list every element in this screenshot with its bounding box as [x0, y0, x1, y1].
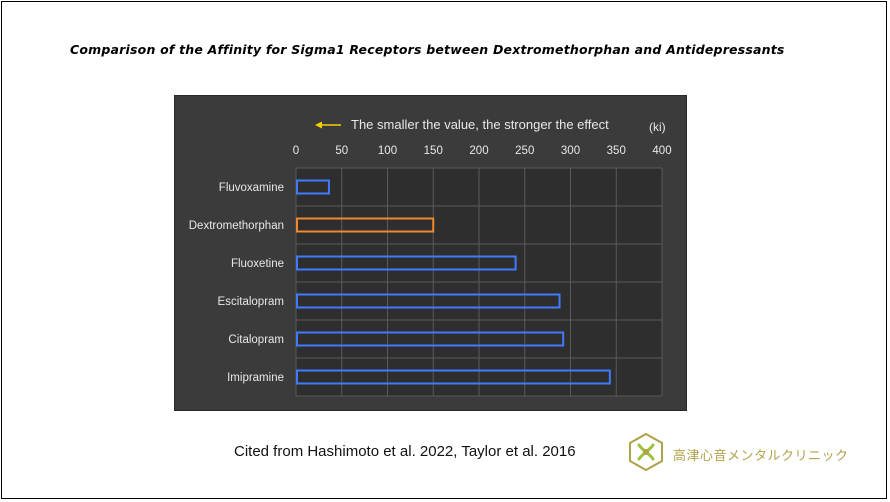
bar-dextromethorphan	[296, 217, 435, 233]
category-label: Fluoxetine	[231, 258, 284, 270]
annotation-text: The smaller the value, the stronger the …	[351, 117, 609, 132]
citation-text: Cited from Hashimoto et al. 2022, Taylor…	[234, 443, 576, 460]
x-tick-label: 50	[335, 145, 348, 157]
category-label: Escitalopram	[218, 296, 284, 308]
x-tick-label: 150	[424, 145, 443, 157]
category-label: Dextromethorphan	[189, 220, 284, 232]
x-tick-label: 250	[515, 145, 534, 157]
category-label: Imipramine	[227, 372, 284, 384]
bar-escitalopram	[296, 293, 561, 309]
x-tick-label: 350	[607, 145, 626, 157]
bar-imipramine	[296, 369, 611, 385]
bar-fluvoxamine	[296, 179, 330, 195]
x-tick-label: 100	[378, 145, 397, 157]
bar-chart: 0 50 100 150 200 250 300 350 400 The smaller the …	[189, 117, 672, 397]
category-label: Citalopram	[228, 334, 284, 346]
category-label: Fluvoxamine	[219, 182, 284, 194]
unit-label: (ki)	[649, 120, 666, 134]
x-tick-label: 200	[469, 145, 488, 157]
clinic-logo-text: 高津心音メンタルクリニック	[673, 449, 849, 464]
arrow-head-icon	[315, 121, 322, 129]
bar-fluoxetine	[296, 255, 517, 271]
x-tick-label: 300	[561, 145, 580, 157]
x-tick-label: 400	[652, 145, 671, 157]
clinic-logo-icon	[629, 433, 663, 471]
x-tick-label: 0	[293, 145, 299, 157]
chart-panel: 0 50 100 150 200 250 300 350 400 The smaller the …	[174, 95, 687, 411]
chart-title: Comparison of the Affinity for Sigma1 Re…	[70, 42, 785, 57]
bar-citalopram	[296, 331, 565, 347]
